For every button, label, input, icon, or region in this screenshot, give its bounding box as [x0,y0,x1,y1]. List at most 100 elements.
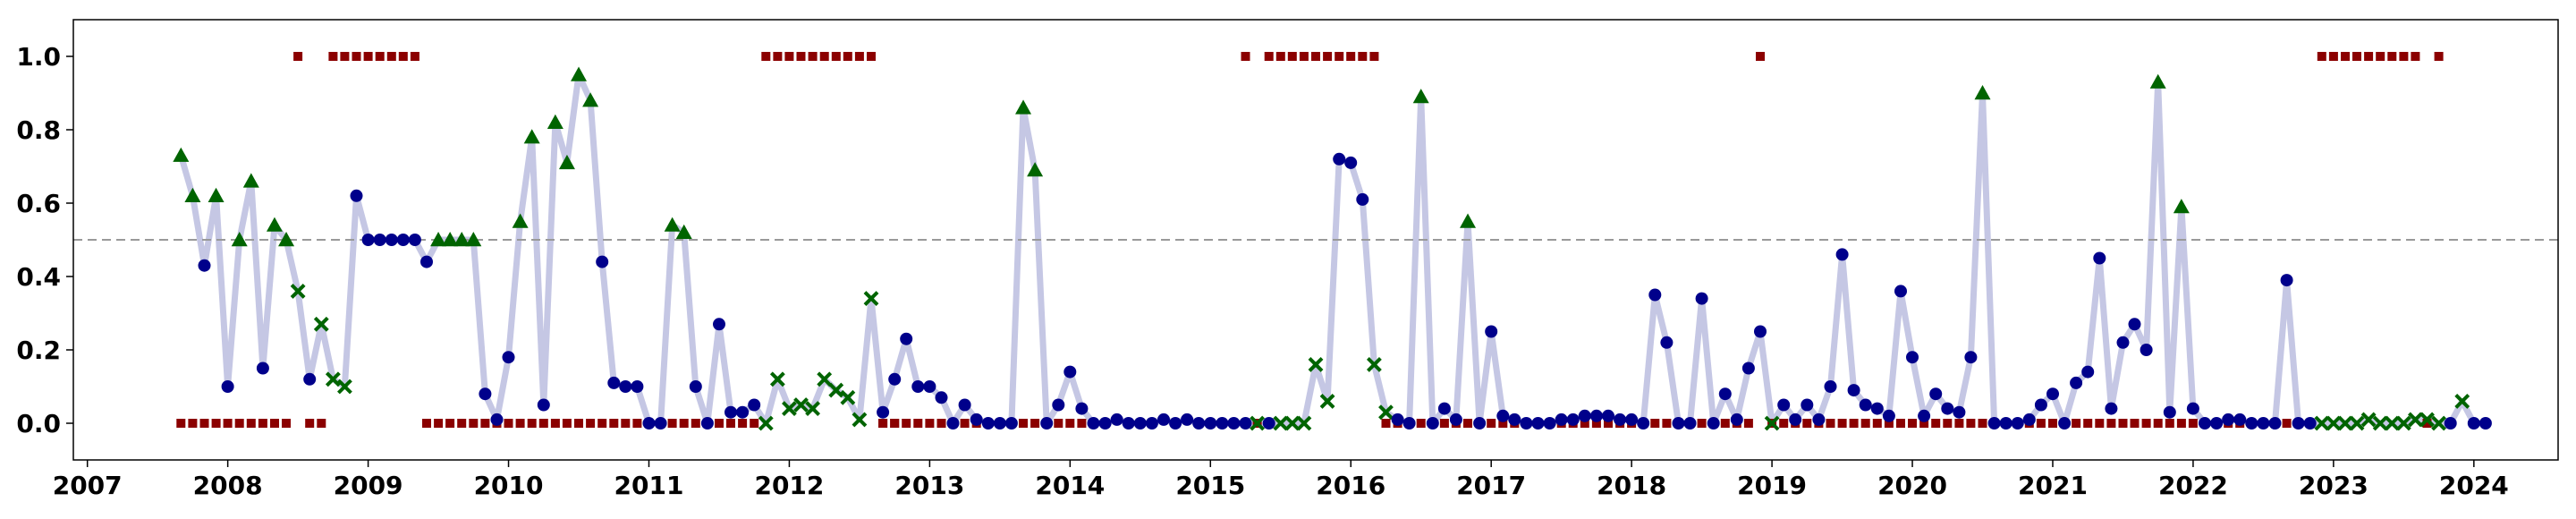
label-marker [1591,419,1601,428]
data-point-circle [1835,248,1849,261]
label-marker [574,419,583,428]
data-point-triangle [582,92,599,107]
label-marker [1346,52,1356,61]
label-marker [1580,419,1589,428]
data-point-circle [396,234,410,246]
data-point-circle [1660,336,1674,349]
label-marker [1779,419,1789,428]
label-marker [1826,419,1835,428]
label-marker [352,52,361,61]
label-marker [515,419,525,428]
data-point-circle [537,398,550,412]
y-tick-label: 1.0 [16,42,61,72]
plot-frame [72,19,2559,461]
data-point-circle [1589,409,1603,422]
data-point-circle [2105,402,2118,415]
data-point-cross [782,401,797,417]
data-point-circle [642,417,656,430]
data-point-cross [769,371,785,387]
data-point-circle [2058,417,2072,430]
label-marker [258,419,267,428]
data-point-circle [1824,380,1837,393]
data-point-cross [2314,415,2330,431]
label-marker [1299,52,1309,61]
data-point-triangle [278,232,295,247]
data-point-cross [1366,356,1382,372]
label-marker [434,419,444,428]
data-point-cross [805,401,821,417]
label-marker [282,419,291,428]
data-point-circle [1181,413,1194,426]
y-tick-label: 0.8 [16,115,61,145]
label-marker [867,52,876,61]
data-point-circle [2022,413,2036,426]
label-marker [2188,419,2198,428]
label-marker [246,419,256,428]
data-point-cross [1378,404,1394,421]
data-point-circle [1344,156,1358,169]
data-point-circle [1520,417,1533,430]
label-marker [199,419,209,428]
data-point-circle [1929,387,1943,401]
label-marker [1335,52,1344,61]
data-point-circle [373,234,386,246]
data-point-circle [1906,351,1919,364]
data-point-cross [1764,415,1780,431]
label-marker [773,52,783,61]
data-point-circle [1063,365,1077,379]
data-point-circle [221,380,234,393]
label-marker [1978,419,1987,428]
label-marker [1931,419,1941,428]
data-point-cross [2326,415,2342,431]
axes-layer: 0.0 0.2 0.4 0.6 0.8 1.0 2007 2008 2009 2010 2011 20… [16,19,2559,500]
data-point-cross [2384,415,2400,431]
data-point-cross [2395,415,2411,431]
data-point-circle [256,362,269,375]
label-marker [679,419,689,428]
data-point-triangle [184,187,201,202]
series-markers-layer [173,66,2492,431]
data-point-circle [736,405,750,419]
label-marker [2130,419,2140,428]
label-marker [527,419,537,428]
label-marker [1743,419,1753,428]
label-marker [1756,52,1765,61]
data-point-circle [1075,402,1089,415]
label-marker [2364,52,2374,61]
data-point-circle [631,380,644,393]
data-point-triangle [231,232,248,247]
x-tick-label: 2008 [193,471,263,500]
label-marker [317,419,326,428]
label-marker [2352,52,2361,61]
label-marker [726,419,735,428]
data-point-circle [1999,417,2012,430]
data-point-circle [619,380,632,393]
data-point-circle [1157,413,1170,426]
label-marker [1896,419,1905,428]
data-point-circle [1239,417,1252,430]
x-tick-label: 2023 [2299,471,2368,500]
data-point-circle [1730,413,1743,426]
data-point-circle [970,413,983,426]
label-marker [469,419,479,428]
data-point-circle [350,189,363,202]
label-marker [340,52,350,61]
data-point-circle [502,351,515,364]
label-marker [2036,419,2046,428]
label-marker [2118,419,2128,428]
label-marker [1604,419,1613,428]
data-point-circle [993,417,1006,430]
label-marker [1065,419,1075,428]
label-marker [1908,419,1917,428]
data-point-circle [1953,405,1966,419]
label-marker [1662,419,1672,428]
label-marker [1487,419,1496,428]
x-tick-label: 2010 [474,471,544,500]
label-marker [2141,419,2151,428]
label-marker [715,419,724,428]
label-marker [234,419,244,428]
data-point-circle [1216,417,1229,430]
label-marker [386,52,396,61]
data-point-circle [2222,413,2235,426]
x-tick-label: 2014 [1035,471,1105,500]
